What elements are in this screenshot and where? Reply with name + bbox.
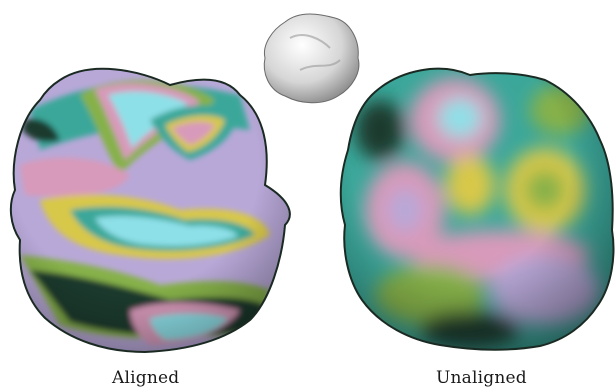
unaligned-caption: Unaligned — [436, 368, 527, 388]
aligned-caption: Aligned — [112, 368, 180, 388]
unaligned-outline — [339, 67, 615, 351]
aligned-shape-icon — [10, 68, 290, 353]
unaligned-shape-icon — [340, 68, 614, 350]
reference-shape-icon — [263, 13, 360, 104]
aligned-outline — [9, 67, 291, 354]
